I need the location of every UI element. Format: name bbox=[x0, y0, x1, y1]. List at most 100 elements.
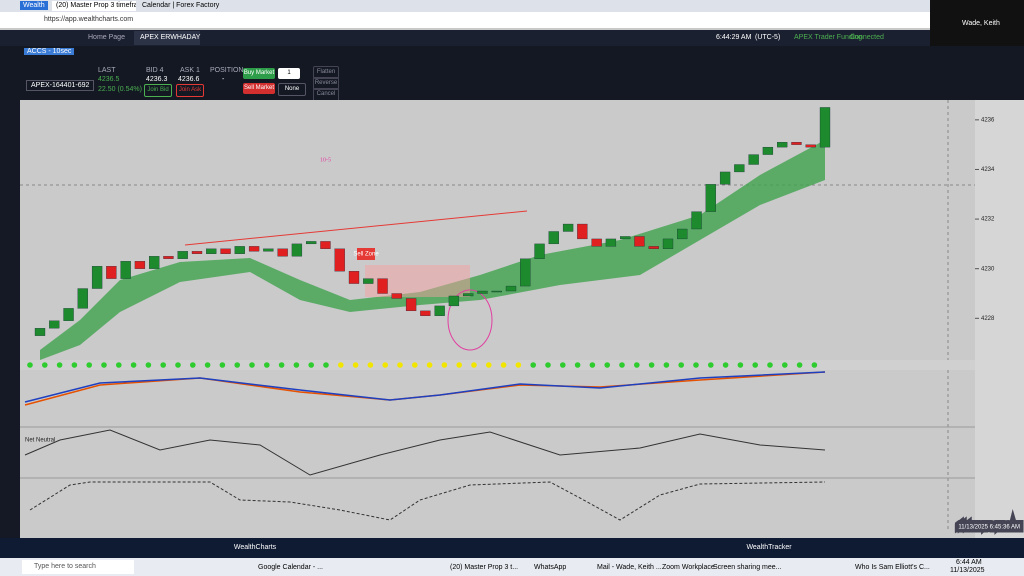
candle bbox=[448, 295, 460, 307]
drawing bbox=[447, 289, 493, 351]
sell-market[interactable]: Sell Market bbox=[243, 83, 275, 94]
reverse[interactable]: Reverse bbox=[313, 77, 339, 90]
tray-time: 6:44 AM bbox=[956, 559, 982, 566]
join-ask[interactable]: Join Ask bbox=[176, 84, 204, 97]
quantity[interactable]: 1 bbox=[278, 68, 300, 79]
candle bbox=[49, 320, 60, 329]
label: ASK 1 bbox=[180, 67, 200, 74]
bottom-tab[interactable]: WealthTracker bbox=[746, 544, 792, 551]
signal-dot bbox=[515, 362, 522, 368]
dots-row bbox=[20, 360, 975, 370]
candle bbox=[762, 146, 774, 155]
signal-dot bbox=[589, 362, 596, 368]
signal-dot bbox=[397, 362, 403, 368]
signal-dot bbox=[486, 362, 492, 368]
bottom-bar bbox=[0, 538, 1024, 558]
symbol[interactable]: ACCS - 10sec bbox=[24, 48, 75, 55]
brand[interactable]: Wealth bbox=[20, 1, 48, 10]
search[interactable]: Type here to search bbox=[22, 560, 134, 574]
task[interactable]: Screen sharing mee... bbox=[713, 564, 782, 571]
candle bbox=[791, 142, 802, 145]
signal-dot bbox=[441, 362, 448, 368]
signal-dot bbox=[71, 362, 78, 368]
signal-dot bbox=[500, 362, 507, 368]
taskbar bbox=[0, 558, 1024, 576]
candle bbox=[248, 246, 260, 252]
candle bbox=[819, 107, 831, 148]
osc-line bbox=[24, 371, 826, 403]
signal-dot bbox=[722, 362, 729, 368]
ma-band bbox=[40, 140, 825, 360]
candle bbox=[206, 248, 217, 254]
candle bbox=[363, 278, 374, 284]
task[interactable]: WhatsApp bbox=[534, 564, 567, 571]
signal-dot bbox=[796, 362, 803, 368]
candle bbox=[191, 251, 203, 254]
last: 4236.5 bbox=[98, 76, 120, 83]
join-bid[interactable]: Join Bid bbox=[144, 84, 172, 97]
signal-dot bbox=[293, 362, 300, 368]
candle bbox=[134, 261, 146, 269]
signal-dot bbox=[471, 362, 477, 368]
candle bbox=[120, 261, 131, 279]
signal-dot bbox=[145, 362, 152, 368]
address-bar bbox=[0, 12, 1024, 28]
signal-dot bbox=[86, 362, 92, 368]
signal-dot bbox=[737, 362, 744, 368]
candle bbox=[719, 171, 731, 185]
label: POSITION bbox=[210, 67, 244, 74]
account[interactable]: APEX-164401-692 bbox=[26, 80, 95, 91]
order-type[interactable]: None bbox=[278, 83, 306, 96]
candle bbox=[106, 266, 117, 279]
signal-dot bbox=[708, 362, 714, 368]
label: LAST bbox=[98, 67, 116, 74]
signal-dot bbox=[116, 362, 122, 368]
url[interactable]: https://app.wealthcharts.com bbox=[44, 16, 134, 23]
browser-tab[interactable]: (20) Master Prop 3 timeframes - ... bbox=[52, 1, 136, 11]
signal-dot bbox=[530, 362, 536, 368]
candle bbox=[677, 228, 688, 240]
price-tick-label: 4236 bbox=[981, 117, 995, 123]
app-tab[interactable]: Home Page bbox=[88, 34, 125, 41]
task[interactable]: Google Calendar - ... bbox=[258, 564, 323, 571]
candle bbox=[263, 248, 274, 252]
bottom-tab[interactable]: WealthCharts bbox=[0, 538, 510, 560]
signal-dot bbox=[130, 362, 137, 368]
candle bbox=[34, 328, 46, 336]
signal-dot bbox=[752, 362, 758, 368]
signal-dot bbox=[426, 362, 433, 368]
price-tick-label: 4230 bbox=[981, 266, 995, 272]
candle bbox=[705, 184, 716, 212]
candle bbox=[505, 285, 517, 292]
browser-tab[interactable]: Calendar | Forex Factory bbox=[142, 2, 220, 9]
bid: 4236.3 bbox=[146, 76, 168, 83]
status: Connected bbox=[850, 34, 884, 41]
chart: Sell Zone 10-5 Net Neutral 11/13/2025 6:… bbox=[20, 100, 1024, 538]
signal-dot bbox=[412, 362, 418, 368]
price-axis bbox=[975, 100, 1024, 538]
left-toolbar bbox=[0, 100, 20, 538]
candle bbox=[377, 278, 388, 294]
position: - bbox=[222, 76, 225, 83]
signal-dot bbox=[27, 362, 33, 368]
zoom-user: Wade, Keith bbox=[962, 20, 1000, 27]
buy-market[interactable]: Buy Market bbox=[243, 68, 275, 79]
timezone: (UTC-5) bbox=[755, 34, 781, 41]
label: BID 4 bbox=[146, 67, 164, 74]
signal-dot bbox=[782, 362, 788, 368]
candle bbox=[805, 144, 816, 148]
change: 22.50 (0.54%) bbox=[98, 86, 142, 93]
candle bbox=[320, 241, 331, 249]
candle bbox=[463, 293, 474, 297]
task[interactable]: Mail - Wade, Keith ... bbox=[597, 564, 662, 571]
signal-dot bbox=[160, 362, 166, 368]
stoch bbox=[29, 481, 826, 521]
task[interactable]: Who Is Sam Elliott's C... bbox=[855, 564, 930, 571]
candle bbox=[220, 248, 231, 254]
task[interactable]: Zoom Workplace bbox=[662, 564, 715, 571]
app-tab[interactable]: APEX ERWHADAY bbox=[134, 31, 200, 45]
task[interactable]: (20) Master Prop 3 t... bbox=[450, 564, 519, 571]
flatten[interactable]: Flatten bbox=[313, 66, 339, 79]
candle bbox=[234, 246, 245, 254]
signal-dot bbox=[619, 362, 625, 368]
